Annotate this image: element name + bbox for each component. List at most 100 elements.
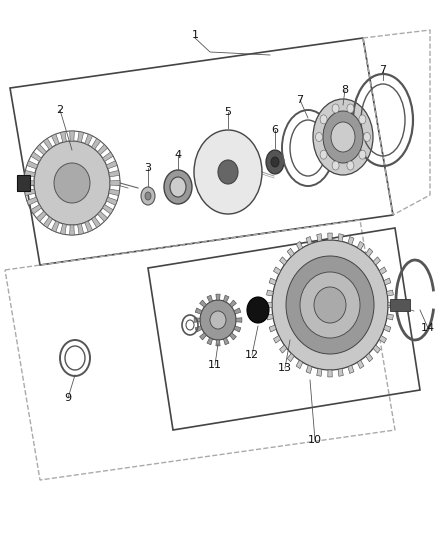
- Polygon shape: [317, 233, 322, 241]
- Polygon shape: [348, 365, 354, 374]
- Polygon shape: [92, 139, 101, 149]
- Text: 7: 7: [297, 95, 304, 105]
- Ellipse shape: [54, 163, 90, 203]
- Polygon shape: [287, 353, 294, 362]
- Polygon shape: [384, 325, 391, 332]
- Ellipse shape: [300, 272, 360, 338]
- Polygon shape: [384, 278, 391, 285]
- Ellipse shape: [141, 187, 155, 205]
- Polygon shape: [31, 152, 42, 161]
- Polygon shape: [36, 211, 46, 222]
- Ellipse shape: [323, 111, 363, 163]
- Polygon shape: [85, 134, 92, 145]
- Text: 3: 3: [145, 163, 152, 173]
- Polygon shape: [106, 161, 117, 169]
- Text: 14: 14: [421, 323, 435, 333]
- Polygon shape: [98, 144, 108, 155]
- Ellipse shape: [145, 192, 151, 200]
- Ellipse shape: [364, 133, 371, 141]
- Text: 2: 2: [57, 105, 64, 115]
- Polygon shape: [200, 333, 206, 340]
- Polygon shape: [207, 338, 212, 345]
- Polygon shape: [279, 345, 287, 353]
- Text: 13: 13: [278, 363, 292, 373]
- Text: 7: 7: [379, 65, 387, 75]
- Ellipse shape: [194, 130, 262, 214]
- Polygon shape: [207, 295, 212, 302]
- Polygon shape: [390, 299, 410, 311]
- Polygon shape: [223, 338, 229, 345]
- Polygon shape: [379, 335, 386, 343]
- Polygon shape: [78, 224, 84, 235]
- Polygon shape: [98, 211, 108, 222]
- Polygon shape: [306, 365, 312, 374]
- Polygon shape: [267, 314, 273, 320]
- Ellipse shape: [314, 287, 346, 323]
- Polygon shape: [102, 152, 113, 161]
- Ellipse shape: [210, 311, 226, 329]
- Ellipse shape: [347, 161, 354, 170]
- Polygon shape: [43, 139, 53, 149]
- Polygon shape: [102, 205, 113, 214]
- Text: 1: 1: [191, 30, 198, 40]
- Polygon shape: [27, 161, 38, 169]
- Polygon shape: [109, 171, 120, 177]
- Ellipse shape: [332, 161, 339, 170]
- Polygon shape: [366, 248, 373, 257]
- Polygon shape: [234, 326, 241, 332]
- Polygon shape: [92, 217, 101, 228]
- Polygon shape: [43, 217, 53, 228]
- Polygon shape: [388, 303, 394, 308]
- Polygon shape: [306, 237, 312, 245]
- Polygon shape: [25, 189, 35, 196]
- Polygon shape: [70, 225, 74, 235]
- Ellipse shape: [331, 122, 355, 152]
- Polygon shape: [379, 267, 386, 274]
- Polygon shape: [194, 318, 200, 322]
- Polygon shape: [230, 333, 237, 340]
- Polygon shape: [234, 308, 241, 314]
- Polygon shape: [110, 181, 120, 185]
- Ellipse shape: [164, 170, 192, 204]
- Polygon shape: [287, 248, 294, 257]
- Text: 12: 12: [245, 350, 259, 360]
- Polygon shape: [24, 181, 34, 185]
- Ellipse shape: [332, 104, 339, 113]
- Polygon shape: [216, 340, 220, 346]
- Text: 11: 11: [208, 360, 222, 370]
- Polygon shape: [348, 237, 354, 245]
- Polygon shape: [31, 205, 42, 214]
- Ellipse shape: [315, 133, 322, 141]
- Polygon shape: [338, 233, 343, 241]
- Polygon shape: [52, 134, 59, 145]
- Ellipse shape: [272, 240, 388, 370]
- Polygon shape: [195, 308, 202, 314]
- Polygon shape: [266, 303, 272, 308]
- Polygon shape: [70, 131, 74, 141]
- Ellipse shape: [359, 115, 366, 124]
- Polygon shape: [273, 267, 281, 274]
- Polygon shape: [216, 294, 220, 300]
- Ellipse shape: [320, 150, 327, 159]
- Ellipse shape: [320, 115, 327, 124]
- Polygon shape: [195, 326, 202, 332]
- Polygon shape: [267, 290, 273, 296]
- Polygon shape: [25, 171, 35, 177]
- Polygon shape: [366, 353, 373, 362]
- Text: 5: 5: [225, 107, 232, 117]
- Ellipse shape: [247, 297, 269, 323]
- Text: 8: 8: [342, 85, 349, 95]
- Ellipse shape: [218, 160, 238, 184]
- Ellipse shape: [200, 300, 236, 340]
- Polygon shape: [296, 360, 303, 369]
- Polygon shape: [106, 197, 117, 205]
- Polygon shape: [328, 233, 332, 240]
- Ellipse shape: [313, 99, 373, 175]
- Polygon shape: [230, 300, 237, 307]
- Polygon shape: [27, 197, 38, 205]
- Polygon shape: [60, 224, 67, 235]
- Polygon shape: [269, 278, 276, 285]
- Polygon shape: [373, 345, 381, 353]
- Ellipse shape: [266, 150, 284, 174]
- Polygon shape: [328, 370, 332, 377]
